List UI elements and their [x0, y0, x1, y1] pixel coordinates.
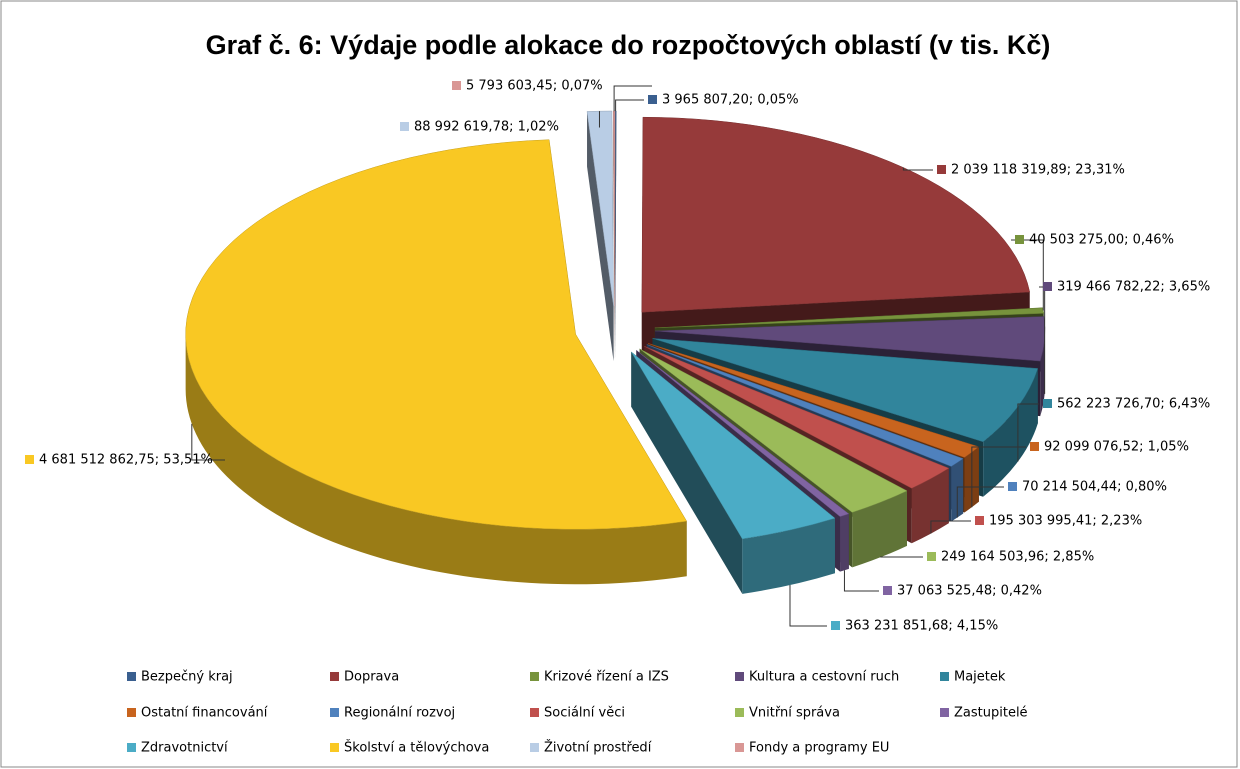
data-label: 562 223 726,70; 6,43% [1057, 397, 1210, 412]
data-label: 319 466 782,22; 3,65% [1057, 280, 1210, 295]
legend-swatch [127, 708, 136, 717]
legend-label: Vnitřní správa [749, 706, 840, 721]
slice-side [185, 334, 687, 585]
legend-swatch [530, 743, 539, 752]
slice [185, 139, 688, 530]
data-label: 88 992 619,78; 1,02% [414, 120, 559, 135]
data-label: 249 164 503,96; 2,85% [941, 550, 1094, 565]
label-swatch [1043, 282, 1052, 291]
leader-line [598, 111, 600, 128]
slice-radial-side [587, 111, 614, 362]
label-swatch [452, 81, 461, 90]
legend-swatch [735, 672, 744, 681]
data-label: 37 063 525,48; 0,42% [897, 584, 1042, 599]
legend-swatch [530, 708, 539, 717]
legend-label: Sociální věci [544, 706, 625, 721]
label-swatch [883, 586, 892, 595]
data-label: 4 681 512 862,75; 53,51% [39, 453, 213, 468]
legend-swatch [940, 672, 949, 681]
legend-label: Ostatní financování [141, 706, 268, 721]
chart-title: Graf č. 6: Výdaje podle alokace do rozpo… [206, 30, 1051, 60]
data-label: 92 099 076,52; 1,05% [1044, 440, 1189, 455]
leader-line [902, 167, 933, 171]
legend-label: Kultura a cestovní ruch [749, 670, 899, 685]
label-swatch [1043, 399, 1052, 408]
leader-line [930, 520, 971, 534]
data-label: 2 039 118 319,89; 23,31% [951, 163, 1125, 178]
legend-swatch [127, 743, 136, 752]
legend-label: Krizové řízení a IZS [544, 670, 669, 685]
legend-label: Doprava [344, 670, 399, 685]
data-label: 363 231 851,68; 4,15% [845, 619, 998, 634]
slice-side [852, 490, 908, 568]
legend-label: Zdravotnictví [141, 741, 228, 756]
label-swatch [25, 455, 34, 464]
label-swatch [937, 165, 946, 174]
slice-side [983, 368, 1038, 497]
slice [644, 346, 950, 489]
legend-label: Majetek [954, 670, 1006, 685]
leader-line [843, 570, 879, 592]
legend-swatch [735, 743, 744, 752]
legend-swatch [940, 708, 949, 717]
slice [639, 348, 908, 513]
label-swatch [1015, 235, 1024, 244]
leader-line [613, 85, 652, 112]
legend-label: Školství a tělovýchova [344, 740, 489, 756]
data-label: 40 503 275,00; 0,46% [1029, 233, 1174, 248]
legend-label: Bezpečný kraj [141, 670, 233, 685]
label-swatch [400, 122, 409, 131]
leader-line [956, 486, 1004, 518]
slice-radial-side [631, 351, 743, 594]
legend-swatch [127, 672, 136, 681]
data-label: 195 303 995,41; 2,23% [989, 514, 1142, 529]
legend-label: Životní prostředí [544, 740, 652, 756]
leader-line [789, 585, 827, 627]
label-swatch [648, 95, 657, 104]
slice [636, 350, 850, 517]
legend-swatch [735, 708, 744, 717]
slice [646, 344, 964, 467]
label-swatch [1030, 442, 1039, 451]
slice-side [742, 518, 835, 594]
slice-side [1040, 330, 1045, 417]
leader-line [1017, 403, 1039, 462]
slice [631, 351, 836, 540]
legend-swatch [330, 672, 339, 681]
legend-label: Zastupitelé [954, 706, 1028, 721]
slice [654, 307, 1045, 329]
data-label: 70 214 504,44; 0,80% [1022, 480, 1167, 495]
legend-label: Regionální rozvoj [344, 706, 455, 721]
label-swatch [1008, 482, 1017, 491]
slice [613, 110, 616, 307]
label-swatch [975, 516, 984, 525]
slice-side [911, 468, 949, 544]
leader-line [191, 423, 225, 461]
data-label: 3 965 807,20; 0,05% [662, 93, 799, 108]
legend-swatch [530, 672, 539, 681]
label-swatch [927, 552, 936, 561]
legend-swatch [330, 743, 339, 752]
legend-swatch [330, 708, 339, 717]
legend-label: Fondy a programy EU [749, 741, 889, 756]
data-label: 5 793 603,45; 0,07% [466, 79, 603, 94]
leader-line [615, 99, 644, 112]
slice-side [840, 513, 849, 572]
label-swatch [831, 621, 840, 630]
slice [586, 110, 614, 307]
